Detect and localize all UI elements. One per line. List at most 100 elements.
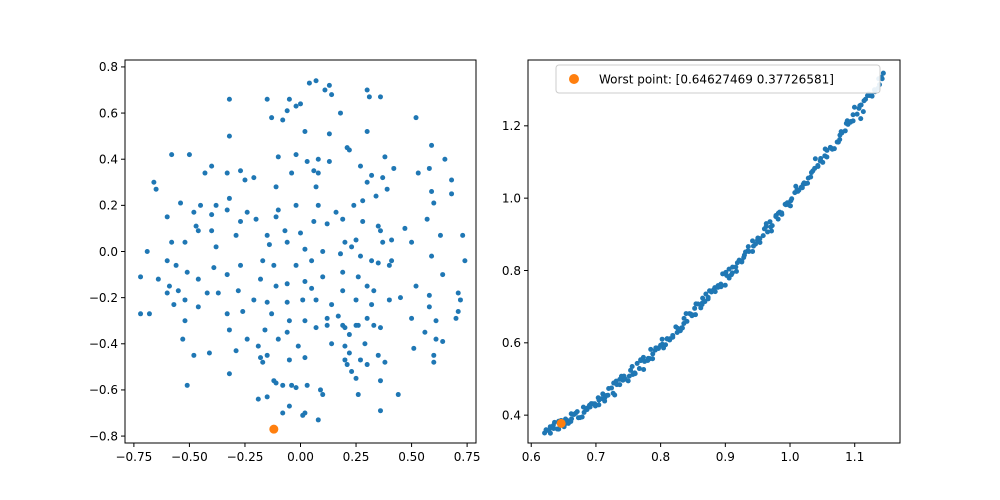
data-point [284,281,290,287]
data-point [757,236,763,242]
data-point [375,260,381,266]
data-point [320,274,326,280]
data-point [173,262,179,268]
data-point [349,244,355,250]
y-tick-label: −0.4 [89,337,118,351]
data-point [837,137,843,143]
data-point [413,115,419,121]
data-point [264,232,270,238]
data-point [264,299,270,305]
data-point [213,244,219,250]
data-point [280,410,286,416]
data-point [286,357,292,363]
data-point [224,170,230,176]
x-tick-label: 0.6 [522,450,541,464]
data-point [275,207,281,213]
data-point [273,283,279,289]
data-point [369,258,375,264]
data-point [313,325,319,331]
x-tick-label: −0.75 [115,450,152,464]
data-point [295,343,301,349]
data-point [293,103,299,109]
data-point [224,272,230,278]
data-point [355,322,361,328]
data-point [750,238,756,244]
data-point [302,355,308,361]
data-point [324,322,330,328]
data-point [377,325,383,331]
data-point [273,214,279,220]
data-point [453,315,459,321]
data-point [286,318,292,324]
data-point [684,318,690,324]
data-point [322,87,328,93]
data-point [346,332,352,338]
data-point [851,104,857,110]
data-point [411,345,417,351]
data-point [311,168,317,174]
data-point [302,278,308,284]
data-point [264,394,270,400]
data-point [547,430,553,436]
data-point [824,154,830,160]
data-point [440,272,446,278]
data-point [596,402,602,408]
data-point [213,202,219,208]
data-point [191,209,197,215]
data-point [202,170,208,176]
data-point [355,392,361,398]
data-point [271,262,277,268]
data-point [389,237,395,243]
data-point [269,115,275,121]
data-point [175,288,181,294]
data-point [204,290,210,296]
data-point [298,101,303,107]
data-point [380,175,386,181]
data-point [842,128,848,134]
data-point [238,219,244,225]
data-point [364,87,370,93]
data-point [364,315,370,321]
y-tick-label: 0.8 [502,264,521,278]
x-tick-label: 1.1 [845,450,864,464]
data-point [395,392,401,398]
data-point [293,385,299,391]
data-point [289,382,295,388]
data-point [273,184,279,190]
left-x-axis-ticks: −0.75 −0.50 −0.25 0.00 0.25 0.50 0.75 [115,443,480,464]
data-point [349,368,355,374]
data-point [191,352,197,358]
data-point [357,357,363,363]
x-tick-label: 0.00 [287,450,314,464]
data-point [377,228,383,234]
data-point [326,82,332,88]
data-point [326,159,332,165]
data-point [251,297,257,303]
data-point [679,325,685,331]
data-point [206,350,212,356]
data-point [340,216,346,222]
data-point [353,375,359,381]
data-point [324,315,330,321]
worst-point [269,424,279,434]
data-point [233,232,239,238]
left-y-axis-ticks: −0.8 −0.6 −0.4 −0.2 0.0 0.2 0.4 0.6 0.8 [89,60,125,443]
data-point [169,239,175,245]
data-point [226,371,232,377]
data-point [342,239,348,245]
data-point [712,289,718,295]
data-point [224,207,230,213]
x-tick-label: 0.50 [398,450,425,464]
data-point [449,177,455,183]
data-point [337,110,343,116]
data-point [377,408,383,414]
data-point [455,290,461,296]
data-point [429,142,435,148]
data-point [629,363,635,369]
data-point [789,196,795,202]
data-point [609,385,615,391]
data-point [850,118,856,124]
data-point [373,193,379,199]
data-point [753,241,759,247]
data-point [455,308,461,314]
